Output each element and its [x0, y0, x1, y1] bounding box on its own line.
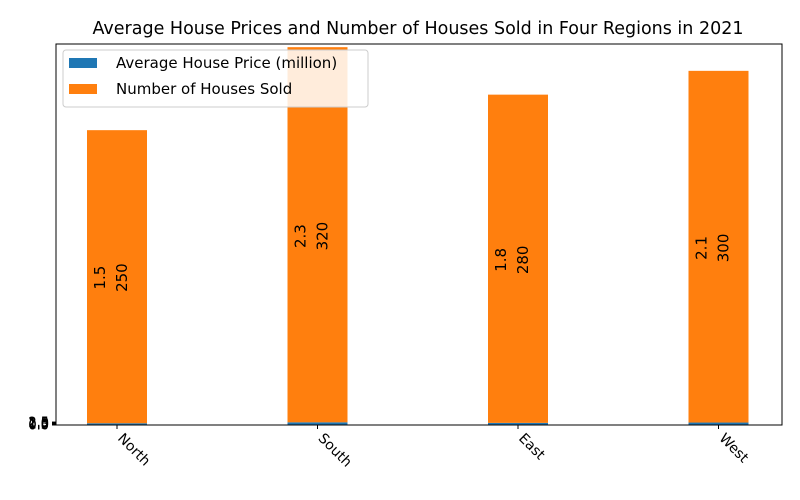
y-tick-label: 1.0 — [28, 417, 49, 432]
y-tick-label: 2.5 — [28, 416, 49, 431]
x-tick-label-north: North — [114, 431, 153, 470]
data-label-north-series-1: 250 — [113, 263, 131, 292]
data-label-north-series-0: 1.5 — [91, 266, 109, 290]
data-label-south-series-1: 320 — [314, 222, 332, 251]
legend-label-0: Average House Price (million) — [116, 54, 337, 72]
x-tick-label-east: East — [515, 431, 548, 464]
bar-west-series-0 — [688, 422, 749, 425]
bar-west-series-1 — [688, 70, 749, 423]
data-label-west-series-1: 300 — [715, 234, 733, 263]
bar-south-series-0 — [287, 422, 348, 425]
legend-label-1: Number of Houses Sold — [116, 80, 292, 98]
legend-swatch-1 — [69, 84, 97, 94]
legend: Average House Price (million) Number of H… — [62, 49, 369, 108]
data-label-east-series-0: 1.8 — [492, 248, 510, 272]
bar-north-series-0 — [87, 423, 147, 425]
data-label-south-series-0: 2.3 — [292, 224, 310, 248]
axes-frame — [55, 43, 783, 426]
legend-swatch-0 — [69, 58, 97, 68]
chart-title: Average House Prices and Number of House… — [92, 19, 743, 39]
y-tick-label: 0.5 — [28, 418, 49, 433]
y-tick-label: 0.0 — [28, 419, 49, 434]
data-label-west-series-0: 2.1 — [693, 236, 711, 260]
y-tick-label: 2.0 — [28, 416, 49, 431]
legend-box — [62, 49, 369, 108]
bar-east-series-1 — [488, 94, 548, 423]
bar-north-series-1 — [87, 130, 147, 424]
y-tick-label: 1.5 — [28, 417, 49, 432]
data-label-east-series-1: 280 — [514, 246, 532, 275]
bar-south-series-1 — [287, 47, 348, 423]
x-tick-label-west: West — [716, 431, 752, 467]
bar-east-series-0 — [488, 422, 548, 425]
x-tick-label-south: South — [315, 431, 355, 471]
